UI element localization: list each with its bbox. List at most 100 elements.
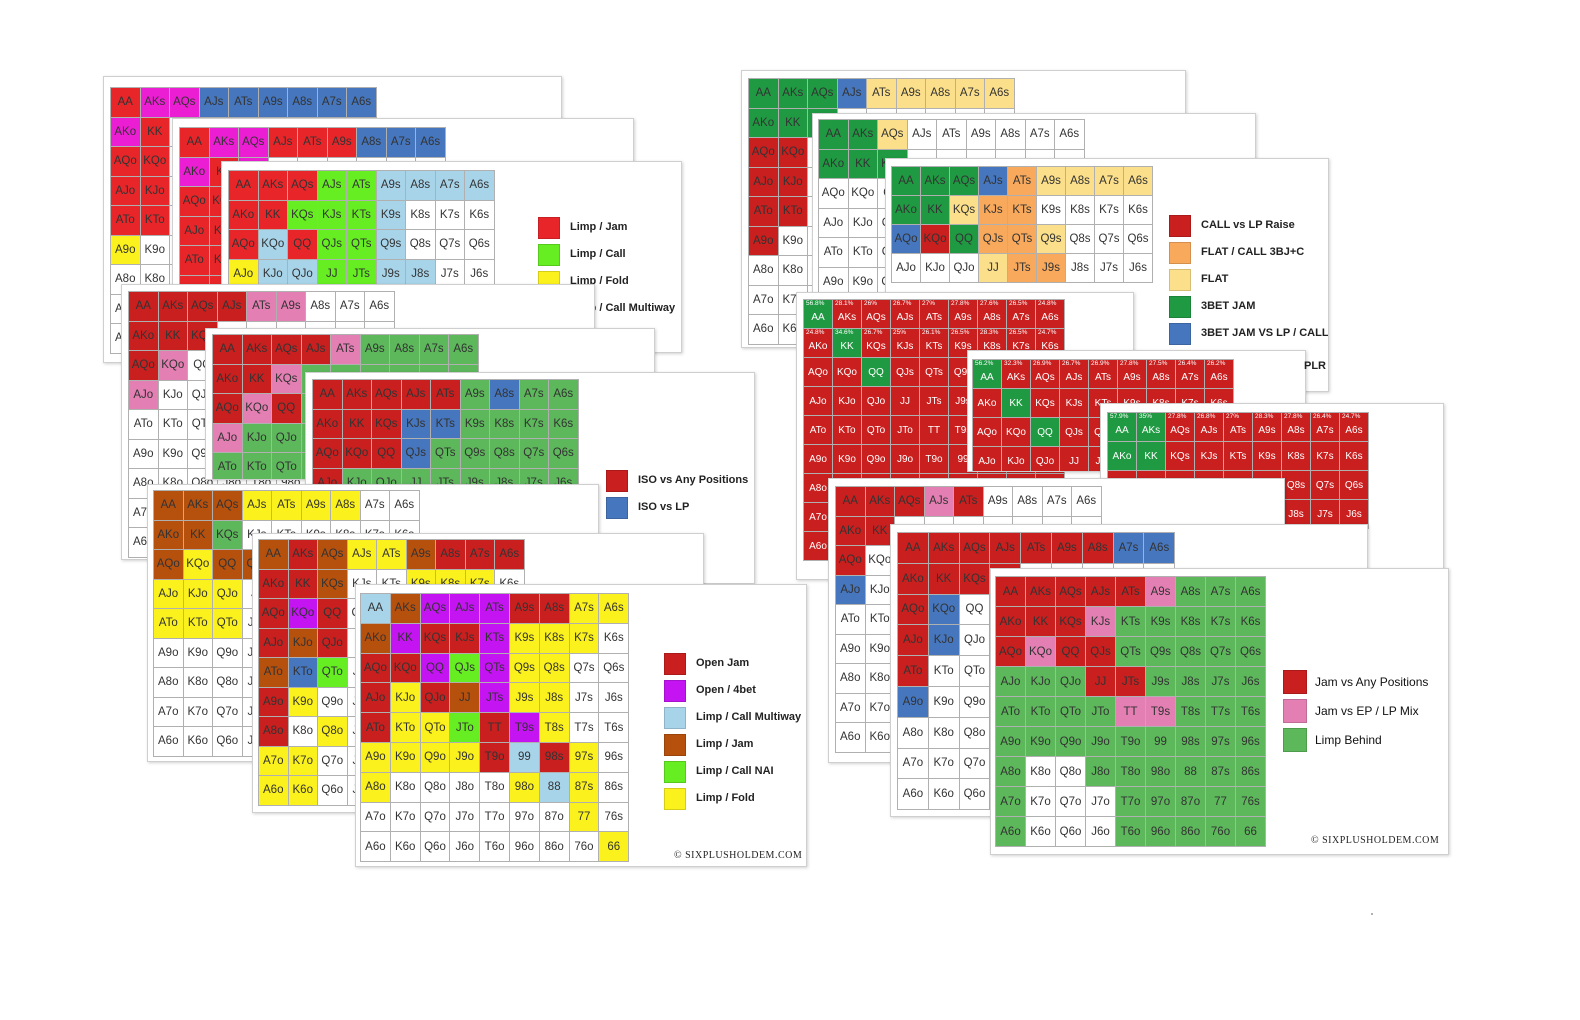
hand-cell: KQo	[157, 350, 188, 381]
hand-cell: A9o	[835, 633, 866, 664]
hand-cell: QJs	[978, 224, 1008, 254]
hand-cell: Q7o	[317, 745, 348, 776]
hand-cell: AQo	[803, 357, 833, 387]
hand-cell: AKs	[241, 334, 272, 365]
hand-cell: QJo	[861, 386, 891, 416]
hand-cell: A8s	[538, 593, 570, 624]
hand-cell: A7o	[360, 801, 391, 833]
hand-cell: K7s	[1094, 195, 1124, 225]
hand-cell: AJo	[153, 578, 184, 609]
equity-percent: 32.3%	[1004, 360, 1023, 367]
legend-swatch	[664, 734, 686, 756]
hand-cell: A7s	[1024, 119, 1055, 150]
hand-cell: AKs	[389, 593, 421, 624]
hand-cell: QQ	[958, 593, 991, 626]
hand-cell: ATs	[271, 490, 302, 521]
hand-cell: A7o	[258, 745, 289, 776]
equity-percent: 27.6%	[980, 300, 999, 307]
hand-cell: A9o	[897, 686, 929, 718]
hand-cell: AJo	[818, 207, 849, 238]
hand-cell: ATo	[110, 205, 141, 236]
hand-cell: ATo	[803, 415, 833, 445]
legend-label: Limp / Jam	[570, 221, 628, 233]
hand-cell: QTo	[317, 657, 348, 688]
equity-percent: 26.1%	[922, 329, 941, 336]
hand-cell: A6s	[364, 291, 395, 322]
hand-cell: Q7s	[434, 229, 465, 260]
hand-cell: Q6s	[1235, 636, 1266, 667]
hand-cell: KQo	[864, 545, 895, 576]
hand-cell: AQo	[153, 549, 184, 580]
hand-cell: QJs	[1085, 636, 1116, 667]
hand-cell: TT	[1115, 696, 1146, 727]
hand-cell: AKs	[208, 127, 239, 158]
hand-cell: AQo	[995, 636, 1026, 667]
hand-cell: KJo	[847, 207, 878, 238]
hand-cell: A9s 27.8%	[1117, 359, 1147, 389]
hand-cell: AQo	[835, 545, 866, 576]
hand-cell: T7o	[479, 801, 510, 833]
hand-cell: T8o	[479, 771, 510, 803]
hand-cell: A6o	[995, 816, 1026, 847]
hand-cell: K9s	[1145, 606, 1176, 637]
hand-cell: KK	[157, 320, 188, 351]
hand-cell: A9s 27.8%	[948, 299, 978, 329]
equity-percent: 56.2%	[975, 360, 994, 367]
legend-swatch	[538, 217, 560, 239]
equity-percent: 24.8%	[1038, 300, 1057, 307]
hand-cell: Q8s	[1175, 636, 1206, 667]
hand-cell: A9o	[128, 438, 159, 469]
hand-cell: 96s	[598, 742, 630, 773]
hand-cell: AJs 26.7%	[890, 299, 920, 329]
hand-cell: A9s	[326, 127, 357, 158]
hand-cell: KQs	[371, 408, 402, 439]
hand-cell: K9o	[847, 266, 878, 297]
hand-cell: K8s	[489, 408, 520, 439]
hand-cell: AKo	[972, 388, 1002, 418]
hand-cell: K8s	[1175, 606, 1206, 637]
hand-cell: 76s	[1235, 786, 1266, 817]
hand-cell: AJo	[748, 166, 779, 197]
hand-cell: AKo	[835, 515, 866, 546]
hand-cell: Q7s	[1205, 636, 1236, 667]
hand-cell: AQs 26.9%	[1030, 359, 1060, 389]
hand-cell: A7s	[1112, 532, 1145, 564]
equity-percent: 26.4%	[1178, 360, 1197, 367]
hand-cell: Q7o	[212, 696, 243, 727]
hand-cell: AKs	[1025, 576, 1056, 607]
hand-cell: K9s	[459, 408, 490, 439]
hand-cell: 88	[538, 771, 570, 803]
hand-cell: QTs	[919, 357, 949, 387]
hand-cell: A7s	[518, 379, 549, 410]
hand-cell: KK	[1025, 606, 1056, 637]
hand-cell: Q8s	[489, 438, 520, 469]
hand-cell: ATs	[228, 87, 259, 118]
hand-cell: AQo	[110, 146, 141, 177]
legend-swatch	[664, 680, 686, 702]
hand-cell: KJs	[1059, 388, 1089, 418]
hand-cell: A8s 27.6%	[977, 299, 1007, 329]
hand-cell: KQo	[1025, 636, 1056, 667]
hand-cell: 97o	[509, 801, 540, 833]
hand-cell: J9s	[1145, 666, 1176, 697]
hand-cell: 99	[1145, 726, 1176, 757]
hand-cell: AA 57.9%	[1107, 412, 1137, 442]
equity-percent: 26.2%	[1207, 360, 1226, 367]
hand-cell: AQs	[271, 334, 302, 365]
hand-cell: A9s	[965, 119, 996, 150]
hand-cell: KJo	[287, 627, 318, 658]
hand-cell: JJ	[449, 682, 481, 714]
legend-label: Limp / Jam	[696, 738, 754, 750]
hand-cell: KK	[864, 515, 895, 546]
hand-cell: A8s	[1012, 486, 1043, 517]
hand-cell: AQs	[949, 166, 979, 196]
hand-cell: A6o	[835, 722, 866, 753]
hand-cell: ATo	[179, 245, 210, 276]
hand-cell: J8s	[538, 682, 570, 714]
jam-chart-front: AA AKs AQs AJs ATs A9s A8s A7s A6s AKo KK KQs KJs KTs…	[990, 568, 1449, 855]
hand-cell: QJs	[400, 438, 431, 469]
hand-cell: K9o	[389, 742, 421, 773]
hand-cell: A6s 26.2%	[1204, 359, 1234, 389]
hand-cell: QTs	[430, 438, 461, 469]
hand-cell: KTo	[139, 205, 170, 236]
